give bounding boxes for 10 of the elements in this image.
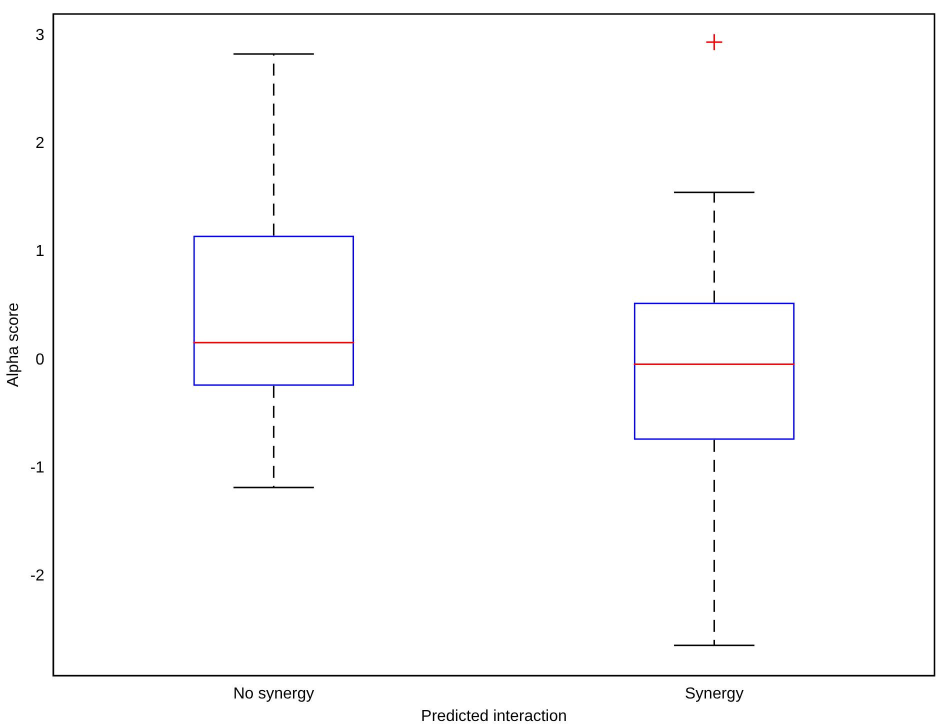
y-tick-label: -1 [30, 459, 45, 476]
x-tick-label: No synergy [233, 686, 314, 703]
x-tick-label: Synergy [684, 686, 744, 703]
y-tick-label: 3 [36, 27, 45, 44]
y-axis-title: Alpha score [5, 302, 22, 388]
y-tick-label: -2 [30, 568, 45, 585]
y-tick-label: 2 [36, 135, 45, 152]
y-tick-label: 1 [36, 243, 45, 260]
y-tick-label: 0 [36, 351, 45, 368]
x-axis-title: Predicted interaction [421, 708, 567, 725]
